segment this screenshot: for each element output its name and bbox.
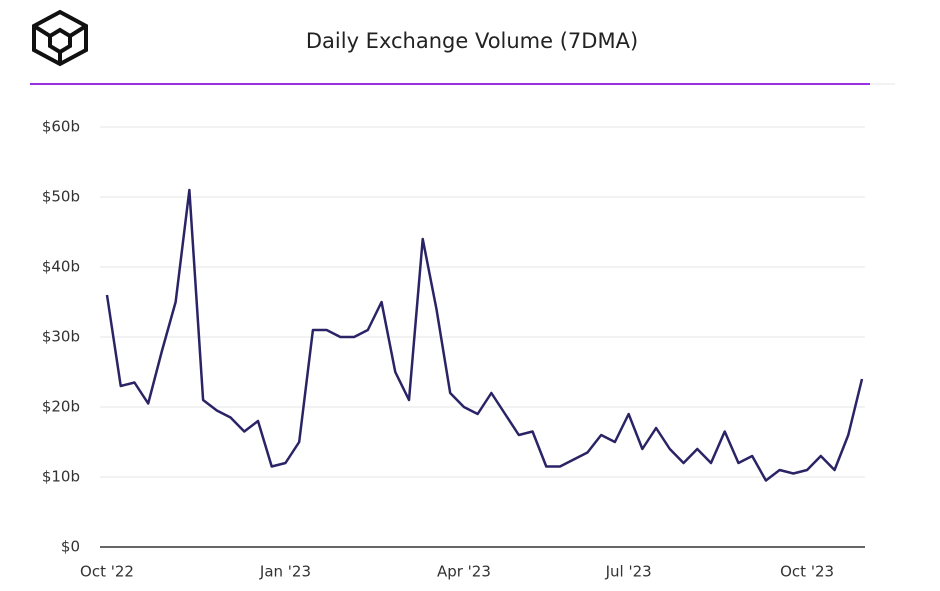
y-tick-label: $60b	[42, 118, 80, 136]
chart-title: Daily Exchange Volume (7DMA)	[306, 29, 638, 53]
y-tick-label: $50b	[42, 188, 80, 206]
y-tick-label: $20b	[42, 398, 80, 416]
x-tick-label: Oct '23	[780, 563, 834, 581]
y-tick-label: $40b	[42, 258, 80, 276]
y-tick-label: $30b	[42, 328, 80, 346]
y-tick-label: $10b	[42, 468, 80, 486]
x-tick-label: Jan '23	[259, 563, 311, 581]
x-tick-label: Jul '23	[605, 563, 652, 581]
line-series	[105, 188, 864, 482]
x-tick-label: Oct '22	[80, 563, 134, 581]
x-tick-label: Apr '23	[437, 563, 491, 581]
y-tick-label: $0	[61, 538, 80, 556]
logo	[32, 9, 88, 67]
